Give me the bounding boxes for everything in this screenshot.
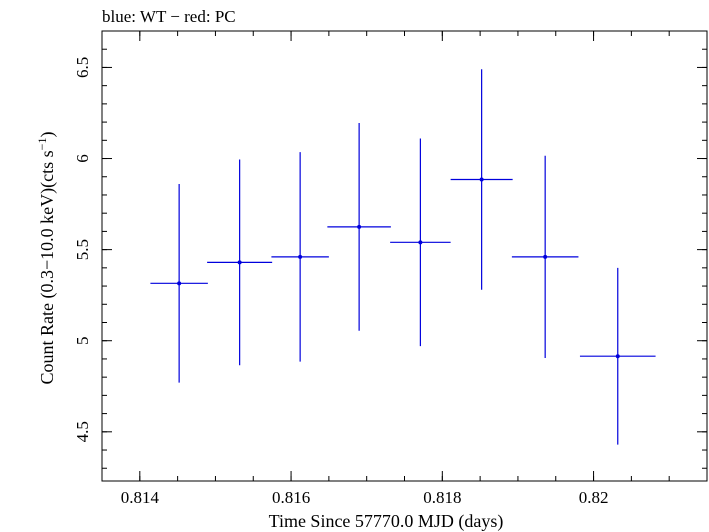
data-points [150, 69, 656, 445]
x-axis-title: Time Since 57770.0 MJD (days) [269, 511, 504, 532]
y-tick-label: 5 [73, 336, 92, 345]
x-tick-label: 0.814 [121, 488, 160, 507]
y-tick-label: 6.5 [73, 57, 92, 78]
y-tick-label: 5.5 [73, 239, 92, 260]
y-axis-title: Count Rate (0.3−10.0 keV)(cts s−1) [35, 132, 58, 385]
y-axis-title-end: ) [37, 132, 58, 138]
y-tick-label: 6 [73, 154, 92, 163]
x-tick-label: 0.816 [272, 488, 310, 507]
y-tick-labels: 4.5 5 5.5 6 6.5 [73, 57, 92, 443]
x-tick-label: 0.82 [579, 488, 609, 507]
data-point [177, 281, 182, 286]
y-axis-title-superscript: −1 [35, 138, 49, 151]
data-point [298, 254, 303, 259]
data-point [615, 354, 620, 359]
data-point [418, 240, 423, 245]
y-axis-title-main: Count Rate (0.3−10.0 keV)(cts s [37, 150, 58, 384]
axis-ticks [101, 30, 708, 481]
x-tick-labels: 0.814 0.816 0.818 0.82 [121, 488, 609, 507]
y-tick-label: 4.5 [73, 421, 92, 442]
data-point [357, 224, 362, 229]
data-point [543, 254, 548, 259]
data-point [237, 260, 242, 265]
x-tick-label: 0.818 [423, 488, 461, 507]
plot-frame [101, 30, 708, 482]
chart-title: blue: WT − red: PC [102, 7, 236, 26]
data-point [479, 177, 484, 182]
